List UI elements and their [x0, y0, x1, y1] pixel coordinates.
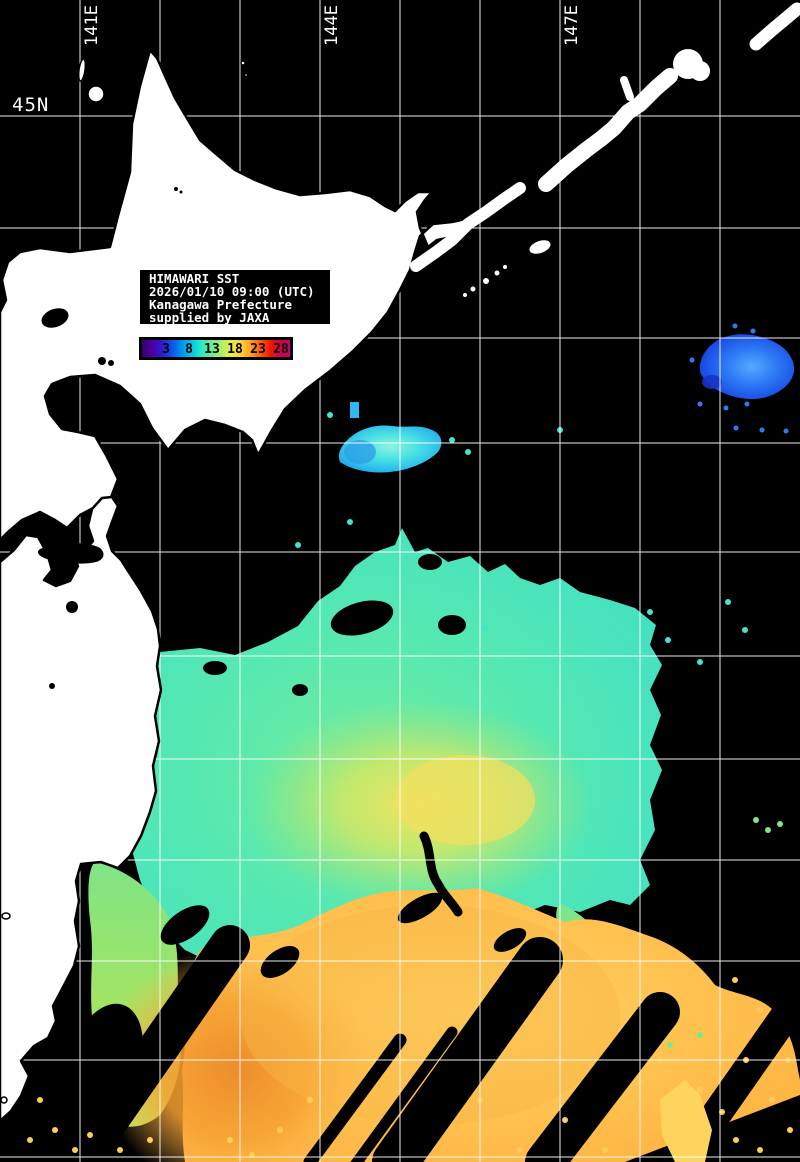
- cold-patch-layer: [338, 334, 795, 473]
- colorbar: 3 8 13 18 23 28: [139, 337, 293, 360]
- sst-yellow-core: [395, 755, 535, 845]
- info-line-prefecture: Kanagawa Prefecture: [149, 297, 292, 312]
- graticule-labels: 45N 141E 144E 147E: [12, 5, 582, 116]
- info-line-datetime: 2026/01/10 09:00 (UTC): [149, 284, 315, 299]
- info-line-supplier: supplied by JAXA: [149, 310, 270, 325]
- colorbar-gradient: [142, 340, 290, 357]
- lon-label-141e: 141E: [82, 5, 102, 46]
- colorbar-tick: 13: [204, 342, 220, 357]
- sst-field-layer: [88, 528, 800, 1162]
- land-honshu: [0, 495, 163, 1123]
- inland-water: [37, 187, 183, 689]
- sst-blue-patch: [699, 334, 795, 400]
- colorbar-tick: 8: [185, 342, 193, 357]
- info-box: HIMAWARI SST 2026/01/10 09:00 (UTC) Kana…: [138, 268, 332, 326]
- sst-orange-core: [100, 945, 370, 1162]
- colorbar-tick: 28: [273, 342, 289, 357]
- land-small-islands: [0, 58, 249, 1104]
- lon-label-144e: 144E: [322, 5, 342, 46]
- sst-yellow-tongue: [660, 1080, 712, 1162]
- colorbar-tick: 18: [227, 342, 243, 357]
- lon-label-147e: 147E: [562, 5, 582, 46]
- lat-label-45n: 45N: [12, 94, 49, 116]
- land-kuril-islands: [410, 2, 800, 297]
- colorbar-tick: 23: [250, 342, 266, 357]
- info-line-product: HIMAWARI SST: [149, 271, 239, 286]
- colorbar-tick: 3: [162, 342, 170, 357]
